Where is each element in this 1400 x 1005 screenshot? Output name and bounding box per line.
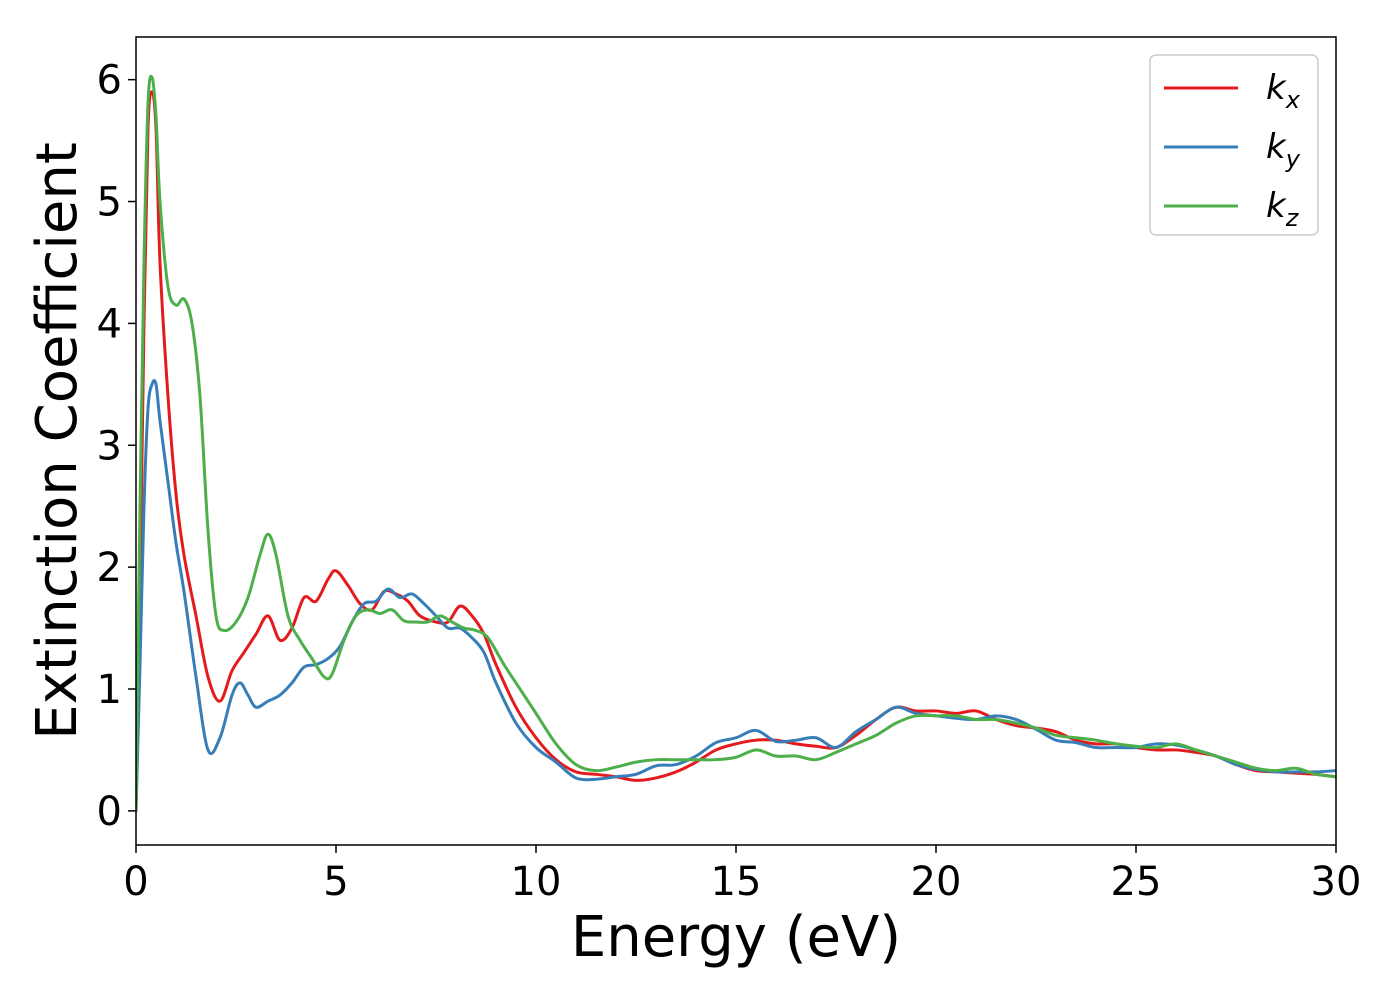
legend-box — [1149, 54, 1319, 236]
y-axis: 0 1 2 3 4 5 6 — [97, 58, 136, 835]
y-tick-label: 1 — [97, 667, 122, 713]
x-tick-label: 5 — [323, 859, 348, 905]
y-tick-label: 0 — [97, 789, 122, 835]
x-tick-label: 30 — [1311, 859, 1362, 905]
y-tick-label: 3 — [97, 423, 122, 469]
y-tick-label: 2 — [97, 545, 122, 591]
x-axis: 0 5 10 15 20 25 30 — [123, 845, 1361, 905]
legend-label-subscript: x — [1285, 86, 1301, 114]
y-tick-label: 6 — [97, 58, 122, 104]
series-layer — [136, 74, 1336, 813]
y-tick-label: 5 — [97, 180, 122, 226]
x-tick-label: 0 — [123, 859, 148, 905]
x-axis-label: Energy (eV) — [571, 905, 901, 970]
legend-label-subscript: y — [1285, 145, 1301, 173]
series-line-y — [136, 379, 1336, 813]
x-tick-label: 10 — [511, 859, 562, 905]
x-tick-label: 20 — [911, 859, 962, 905]
y-axis-label: Extinction Coefficient — [25, 142, 90, 740]
y-tick-label: 4 — [97, 301, 122, 347]
x-tick-label: 15 — [711, 859, 762, 905]
series-line-z — [136, 74, 1336, 813]
x-tick-label: 25 — [1111, 859, 1162, 905]
legend-label-subscript: z — [1285, 204, 1300, 232]
